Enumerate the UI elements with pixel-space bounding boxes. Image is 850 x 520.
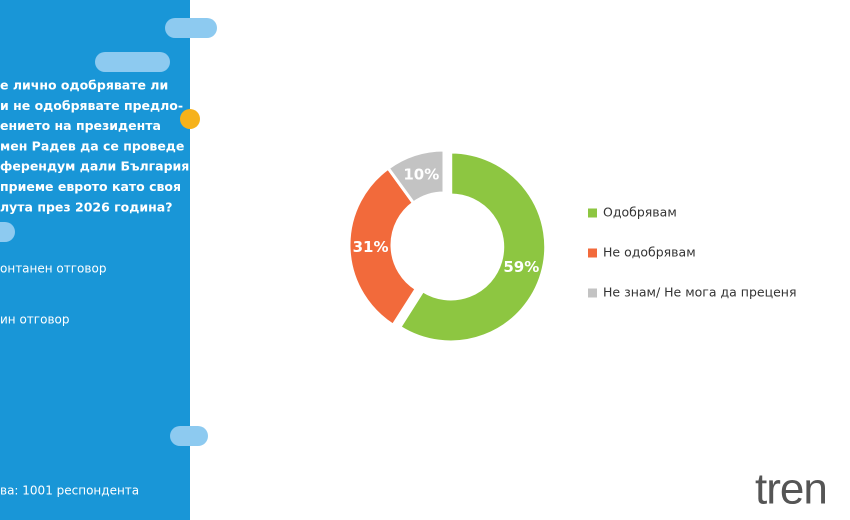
side-panel: [0, 0, 190, 520]
legend-swatch: [588, 248, 597, 258]
donut-slice: [397, 150, 548, 344]
logo: tren: [755, 465, 827, 514]
legend-label: Одобрявам: [603, 205, 677, 220]
legend-swatch: [588, 288, 597, 298]
donut-slice: [386, 148, 446, 206]
question-line: ферендум дали България: [0, 159, 189, 174]
question-line: лута през 2026 година?: [0, 199, 172, 214]
value-label: 10%: [403, 166, 439, 184]
legend-label: Не знам/ Не мога да преценя: [603, 285, 796, 300]
donut-slice: [347, 166, 419, 328]
decor-pill: [95, 52, 170, 72]
legend-swatch: [588, 208, 597, 218]
note: ин отговор: [0, 313, 69, 327]
question-line: ението на президента: [0, 118, 161, 133]
question-line: и не одобрявате предло-: [0, 98, 183, 113]
question-line: мен Радев да се проведе: [0, 138, 184, 153]
decor-pill: [170, 426, 208, 446]
value-label: 59%: [503, 258, 539, 276]
note: онтанен отговор: [0, 262, 106, 276]
value-label: 31%: [353, 238, 389, 256]
decor-pill: [165, 18, 217, 38]
decor-pill: [0, 222, 15, 242]
decor-dot: [180, 109, 200, 129]
legend-label: Не одобрявам: [603, 245, 696, 260]
sample-note: ва: 1001 респондента: [0, 484, 139, 498]
question-line: приеме еврото като своя: [0, 179, 181, 194]
question-line: е лично одобрявате ли: [0, 78, 168, 93]
